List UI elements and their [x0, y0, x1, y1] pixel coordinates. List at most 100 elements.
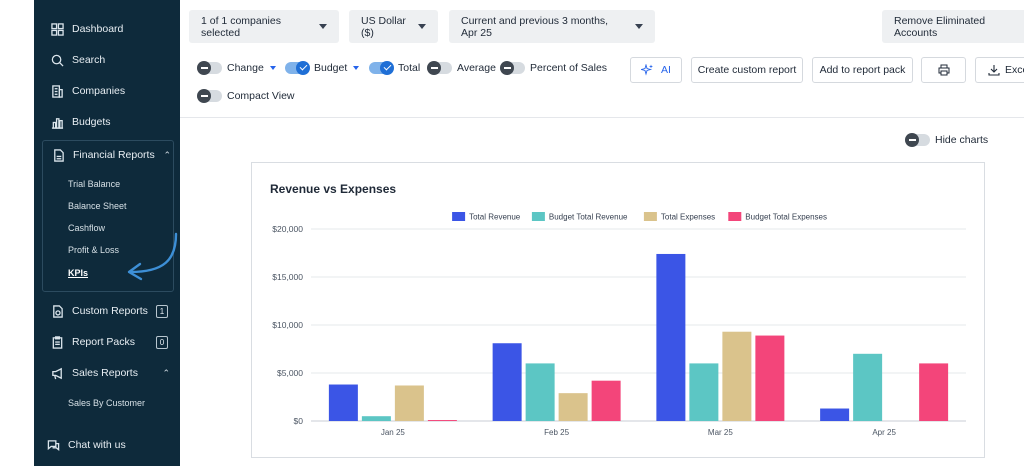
- legend-swatch: [728, 212, 742, 221]
- percent-of-sales-toggle[interactable]: Percent of Sales: [500, 61, 607, 75]
- sidebar-subitem-kpis[interactable]: KPIs: [68, 268, 89, 278]
- bar: [328, 384, 358, 421]
- revenue-vs-expenses-card: Revenue vs Expenses $0 $5,000 $10,000 $15,0…: [251, 162, 985, 458]
- sidebar: Dashboard Search Companies Budgets Finan…: [34, 0, 180, 466]
- total-toggle[interactable]: Total: [369, 61, 420, 75]
- toggle-switch[interactable]: [197, 89, 222, 103]
- budget-toggle[interactable]: Budget: [285, 61, 360, 75]
- change-toggle[interactable]: Change: [197, 61, 276, 75]
- x-tick-label: Apr 25: [872, 428, 896, 437]
- sidebar-item-report-packs[interactable]: Report Packs 0: [34, 328, 180, 356]
- bar-chart-icon: [50, 115, 64, 129]
- y-tick-label: $5,000: [277, 368, 303, 378]
- ai-label: AI: [661, 64, 671, 76]
- y-tick-label: $0: [294, 416, 304, 426]
- create-custom-report-button[interactable]: Create custom report: [691, 57, 803, 83]
- currency-select-value: US Dollar ($): [361, 14, 406, 39]
- toggle-switch[interactable]: [500, 61, 525, 75]
- chat-icon: [46, 438, 60, 452]
- legend-swatch: [643, 212, 657, 221]
- toggle-switch[interactable]: [285, 61, 310, 75]
- compact-view-toggle[interactable]: Compact View: [197, 89, 295, 103]
- sidebar-item-label: Companies: [72, 85, 126, 97]
- sidebar-item-custom-reports[interactable]: Custom Reports 1: [34, 297, 180, 325]
- dashboard-icon: [50, 22, 64, 36]
- printer-icon: [938, 64, 949, 76]
- companies-select-value: 1 of 1 companies selected: [201, 14, 281, 39]
- megaphone-icon: [50, 366, 64, 380]
- bar: [394, 385, 424, 421]
- bar: [820, 408, 850, 421]
- chat-with-us-button[interactable]: Chat with us: [30, 431, 176, 459]
- caret-down-icon: [418, 24, 426, 29]
- sidebar-subitem-cashflow[interactable]: Cashflow: [68, 223, 106, 233]
- chat-label: Chat with us: [68, 439, 126, 451]
- bar: [558, 393, 588, 421]
- hide-charts-toggle[interactable]: Hide charts: [905, 133, 989, 147]
- bar: [492, 343, 522, 421]
- sidebar-item-dashboard[interactable]: Dashboard: [34, 15, 180, 43]
- chevron-up-icon: ⌃: [163, 149, 171, 160]
- sidebar-item-companies[interactable]: Companies: [34, 77, 180, 105]
- annotation-arrow-icon: [127, 232, 178, 281]
- y-tick-label: $15,000: [272, 272, 303, 282]
- toolbar-divider: [180, 117, 1024, 118]
- sidebar-item-sales-reports[interactable]: Sales Reports ⌃: [34, 359, 180, 387]
- bar: [755, 335, 785, 421]
- sidebar-subitem-sales-by-customer[interactable]: Sales By Customer: [68, 398, 146, 408]
- sidebar-item-budgets[interactable]: Budgets: [34, 108, 180, 136]
- sparkle-icon: [641, 64, 654, 76]
- y-tick-label: $10,000: [272, 320, 303, 330]
- bar: [689, 363, 719, 421]
- document-icon: [51, 148, 65, 162]
- legend-label: Budget Total Revenue: [549, 213, 628, 222]
- download-icon: [988, 65, 1000, 76]
- x-tick-label: Jan 25: [381, 428, 406, 437]
- sidebar-subitem-profit-loss[interactable]: Profit & Loss: [68, 245, 120, 255]
- period-select[interactable]: Current and previous 3 months, Apr 25: [449, 10, 655, 43]
- print-button[interactable]: [921, 57, 966, 83]
- y-tick-label: $20,000: [272, 224, 303, 234]
- count-badge: 1: [156, 304, 168, 318]
- bar: [656, 253, 686, 421]
- remove-eliminated-label: Remove Eliminated Accounts: [894, 14, 986, 39]
- sidebar-subitem-trial-balance[interactable]: Trial Balance: [68, 179, 121, 189]
- average-label: Average: [457, 62, 496, 74]
- legend-label: Total Expenses: [661, 213, 715, 222]
- excel-label: Exce: [1005, 64, 1024, 76]
- caret-down-icon: [635, 24, 643, 29]
- add-to-report-pack-button[interactable]: Add to report pack: [812, 57, 913, 83]
- building-icon: [50, 84, 64, 98]
- legend-label: Total Revenue: [469, 213, 521, 222]
- add-to-report-pack-label: Add to report pack: [819, 64, 906, 76]
- refresh-document-icon: [50, 304, 64, 318]
- count-badge: 0: [156, 335, 168, 349]
- sidebar-item-label: Budgets: [72, 116, 111, 128]
- bar: [427, 420, 457, 421]
- excel-export-button[interactable]: Exce: [975, 57, 1024, 83]
- caret-down-icon[interactable]: [353, 66, 360, 70]
- caret-down-icon[interactable]: [269, 66, 276, 70]
- toggle-switch[interactable]: [369, 61, 394, 75]
- budget-label: Budget: [314, 62, 348, 74]
- bar: [361, 416, 391, 421]
- currency-select[interactable]: US Dollar ($): [349, 10, 438, 43]
- toggle-switch[interactable]: [427, 61, 452, 75]
- ai-button[interactable]: AI: [630, 57, 682, 83]
- companies-select[interactable]: 1 of 1 companies selected: [189, 10, 339, 43]
- change-label: Change: [227, 62, 264, 74]
- search-icon: [50, 53, 64, 67]
- sidebar-item-financial-reports[interactable]: Financial Reports ⌃: [35, 141, 181, 169]
- bar: [853, 353, 883, 421]
- remove-eliminated-accounts-button[interactable]: Remove Eliminated Accounts: [882, 10, 1024, 43]
- compact-view-label: Compact View: [227, 90, 295, 102]
- toggle-switch[interactable]: [905, 133, 930, 147]
- revenue-vs-expenses-chart: $0 $5,000 $10,000 $15,000 $20,000 Total Reven…: [272, 212, 966, 437]
- bar: [722, 331, 752, 421]
- average-toggle[interactable]: Average: [427, 61, 496, 75]
- hide-charts-label: Hide charts: [935, 134, 989, 146]
- toggle-switch[interactable]: [197, 61, 222, 75]
- sidebar-subitem-balance-sheet[interactable]: Balance Sheet: [68, 201, 127, 211]
- sidebar-item-label: Custom Reports: [72, 305, 148, 317]
- sidebar-item-search[interactable]: Search: [34, 46, 180, 74]
